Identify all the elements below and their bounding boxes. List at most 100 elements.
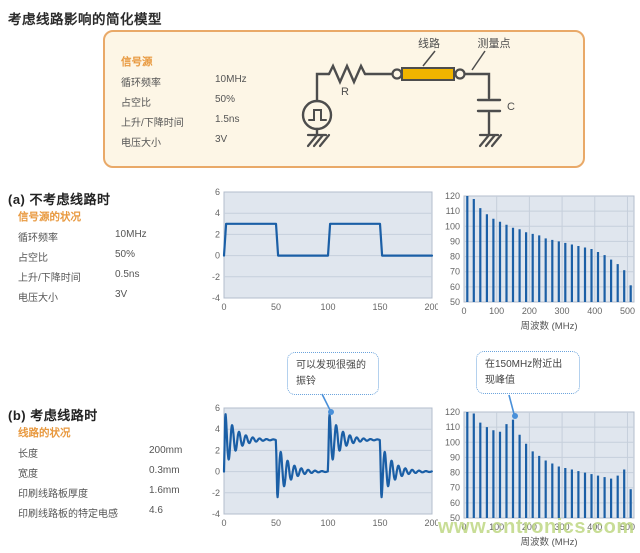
svg-text:150: 150 (372, 302, 387, 312)
section-b-props: 线路的状况 长度 200mm 宽度 0.3mm 印刷线路板厚度 1.6mm 印刷… (18, 425, 182, 525)
spectrum-chart-no-line: 50 60 70 80 90 100 110 120 0 100 200 300 400 500 周波数 (… (438, 186, 638, 341)
section-b-header: (b) 考虑线路时 (8, 408, 98, 423)
prop-label: 电压大小 (18, 293, 58, 304)
svg-text:0: 0 (221, 518, 226, 528)
svg-text:0: 0 (461, 522, 466, 532)
svg-text:70: 70 (450, 483, 460, 493)
prop-value: 200mm (149, 445, 183, 456)
svg-text:4: 4 (215, 208, 220, 218)
transmission-line-shape (401, 67, 455, 81)
prop-label: 占空比 (18, 253, 48, 264)
svg-text:300: 300 (555, 522, 570, 532)
svg-text:100: 100 (489, 306, 504, 316)
waveform-chart-with-line: -4 -2 0 2 4 6 0 50 100 150 200 (204, 402, 440, 539)
svg-text:周波数 (MHz): 周波数 (MHz) (521, 536, 578, 548)
svg-text:60: 60 (450, 282, 460, 292)
prop-row: 印刷线路板的特定电感 4.6 (18, 505, 182, 520)
pulse-source-symbol (301, 99, 333, 131)
svg-text:120: 120 (445, 191, 460, 201)
line-label: 线路 (418, 36, 440, 50)
ringing-callout: 可以发现很强的振铃 (287, 352, 379, 395)
prop-value: 3V (115, 289, 128, 300)
prop-row: 占空比 50% (18, 249, 147, 264)
svg-text:6: 6 (215, 403, 220, 413)
prop-label: 电压大小 (121, 138, 161, 149)
svg-text:周波数 (MHz): 周波数 (MHz) (521, 320, 578, 332)
pulse-glyph (308, 109, 327, 121)
prop-label: 上升/下降时间 (121, 118, 184, 129)
circuit-diagram: 线路 测量点 R C (301, 36, 515, 148)
section-a-header: (a) 不考虑线路时 (8, 192, 111, 207)
svg-text:0: 0 (215, 467, 220, 477)
svg-text:500: 500 (620, 306, 635, 316)
prop-row: 上升/下降时间 0.5ns (18, 269, 147, 284)
svg-text:200: 200 (424, 518, 438, 528)
capacitor-label: C (507, 101, 515, 113)
prop-row: 宽度 0.3mm (18, 465, 182, 480)
svg-text:80: 80 (450, 468, 460, 478)
wire (463, 72, 491, 100)
svg-text:200: 200 (522, 306, 537, 316)
prop-value: 50% (215, 94, 236, 105)
prop-label: 循环频率 (121, 78, 161, 89)
svg-text:200: 200 (424, 302, 438, 312)
svg-text:50: 50 (450, 513, 460, 523)
prop-label: 印刷线路板厚度 (18, 489, 88, 500)
svg-text:0: 0 (461, 306, 466, 316)
svg-text:120: 120 (445, 407, 460, 417)
svg-text:6: 6 (215, 187, 220, 197)
svg-text:100: 100 (320, 518, 335, 528)
svg-text:50: 50 (450, 297, 460, 307)
svg-text:-2: -2 (212, 272, 220, 282)
svg-text:2: 2 (215, 445, 220, 455)
svg-text:0: 0 (215, 251, 220, 261)
svg-text:70: 70 (450, 267, 460, 277)
prop-row: 印刷线路板厚度 1.6mm (18, 485, 182, 500)
svg-text:90: 90 (450, 452, 460, 462)
prop-value: 10MHz (215, 74, 247, 85)
prop-row: 循环频率 10MHz (18, 229, 147, 244)
prop-value: 1.6mm (149, 485, 180, 496)
svg-text:110: 110 (446, 422, 460, 432)
svg-text:110: 110 (446, 206, 460, 216)
svg-text:90: 90 (450, 236, 460, 246)
svg-text:300: 300 (555, 306, 570, 316)
model-panel: 信号源 循环频率 10MHz 占空比 50% 上升/下降时间 1.5ns 电压大… (103, 30, 585, 168)
svg-text:-4: -4 (212, 509, 220, 519)
ground-symbol (306, 133, 331, 148)
prop-row: 长度 200mm (18, 445, 182, 460)
label-pointer-line (422, 50, 436, 67)
svg-text:80: 80 (450, 252, 460, 262)
resistor-label: R (341, 86, 349, 98)
prop-value: 4.6 (149, 505, 163, 516)
section-b-props-heading: 线路的状况 (18, 427, 71, 439)
svg-text:50: 50 (271, 518, 281, 528)
signal-source-props: 信号源 循环频率 10MHz 占空比 50% 上升/下降时间 1.5ns 电压大… (121, 54, 247, 154)
prop-label: 占空比 (121, 98, 151, 109)
prop-row: 电压大小 3V (121, 134, 247, 149)
prop-label: 上升/下降时间 (18, 273, 81, 284)
prop-value: 0.3mm (149, 465, 180, 476)
svg-text:100: 100 (489, 522, 504, 532)
svg-text:100: 100 (445, 437, 460, 447)
peak-callout: 在150MHz附近出现峰值 (476, 351, 580, 394)
svg-text:400: 400 (587, 522, 602, 532)
prop-value: 1.5ns (215, 114, 240, 125)
connector-node (454, 68, 466, 80)
svg-text:60: 60 (450, 498, 460, 508)
svg-text:400: 400 (587, 306, 602, 316)
measure-point-label: 测量点 (478, 37, 511, 50)
connector-node (391, 68, 403, 80)
prop-value: 50% (115, 249, 136, 260)
svg-text:150: 150 (372, 518, 387, 528)
prop-row: 循环频率 10MHz (121, 74, 247, 89)
prop-label: 宽度 (18, 469, 38, 480)
prop-value: 3V (215, 134, 228, 145)
svg-text:500: 500 (620, 522, 635, 532)
resistor-symbol (327, 63, 367, 85)
svg-text:100: 100 (320, 302, 335, 312)
prop-value: 10MHz (115, 229, 147, 240)
signal-source-heading: 信号源 (121, 56, 153, 68)
label-pointer-line (471, 50, 486, 71)
svg-text:200: 200 (522, 522, 537, 532)
